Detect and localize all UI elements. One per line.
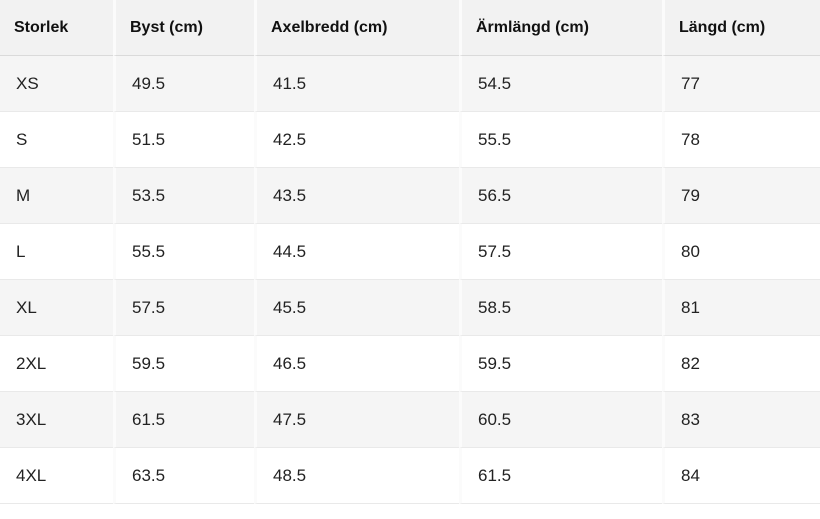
cell-shoulder: 48.5 [254, 448, 459, 504]
table-row-2xl: 2XL 59.5 46.5 59.5 82 [0, 336, 820, 392]
table-row-xl: XL 57.5 45.5 58.5 81 [0, 280, 820, 336]
header-cell-byst: Byst (cm) [113, 0, 254, 56]
header-cell-langd: Längd (cm) [662, 0, 820, 56]
cell-bust: 55.5 [113, 224, 254, 280]
cell-shoulder: 45.5 [254, 280, 459, 336]
table-row-l: L 55.5 44.5 57.5 80 [0, 224, 820, 280]
cell-bust: 51.5 [113, 112, 254, 168]
cell-sleeve: 60.5 [459, 392, 662, 448]
cell-sleeve: 58.5 [459, 280, 662, 336]
cell-bust: 57.5 [113, 280, 254, 336]
cell-length: 81 [662, 280, 820, 336]
cell-size: XL [0, 280, 113, 336]
cell-length: 80 [662, 224, 820, 280]
cell-shoulder: 42.5 [254, 112, 459, 168]
cell-sleeve: 54.5 [459, 56, 662, 112]
cell-length: 79 [662, 168, 820, 224]
cell-size: 4XL [0, 448, 113, 504]
cell-sleeve: 55.5 [459, 112, 662, 168]
cell-sleeve: 61.5 [459, 448, 662, 504]
cell-shoulder: 47.5 [254, 392, 459, 448]
table-row-xs: XS 49.5 41.5 54.5 77 [0, 56, 820, 112]
cell-sleeve: 59.5 [459, 336, 662, 392]
cell-length: 83 [662, 392, 820, 448]
cell-sleeve: 56.5 [459, 168, 662, 224]
cell-bust: 61.5 [113, 392, 254, 448]
cell-shoulder: 46.5 [254, 336, 459, 392]
table-header-row: Storlek Byst (cm) Axelbredd (cm) Ärmläng… [0, 0, 820, 56]
table-row-3xl: 3XL 61.5 47.5 60.5 83 [0, 392, 820, 448]
table-row-s: S 51.5 42.5 55.5 78 [0, 112, 820, 168]
cell-length: 82 [662, 336, 820, 392]
cell-size: L [0, 224, 113, 280]
cell-shoulder: 43.5 [254, 168, 459, 224]
size-chart-table: Storlek Byst (cm) Axelbredd (cm) Ärmläng… [0, 0, 820, 504]
cell-length: 77 [662, 56, 820, 112]
cell-bust: 59.5 [113, 336, 254, 392]
header-cell-armlangd: Ärmlängd (cm) [459, 0, 662, 56]
cell-size: 2XL [0, 336, 113, 392]
cell-bust: 53.5 [113, 168, 254, 224]
cell-sleeve: 57.5 [459, 224, 662, 280]
table-row-4xl: 4XL 63.5 48.5 61.5 84 [0, 448, 820, 504]
cell-shoulder: 44.5 [254, 224, 459, 280]
cell-length: 78 [662, 112, 820, 168]
cell-size: XS [0, 56, 113, 112]
cell-size: 3XL [0, 392, 113, 448]
header-cell-axelbredd: Axelbredd (cm) [254, 0, 459, 56]
header-cell-storlek: Storlek [0, 0, 113, 56]
table-row-m: M 53.5 43.5 56.5 79 [0, 168, 820, 224]
cell-size: M [0, 168, 113, 224]
cell-bust: 49.5 [113, 56, 254, 112]
cell-bust: 63.5 [113, 448, 254, 504]
cell-length: 84 [662, 448, 820, 504]
cell-size: S [0, 112, 113, 168]
cell-shoulder: 41.5 [254, 56, 459, 112]
